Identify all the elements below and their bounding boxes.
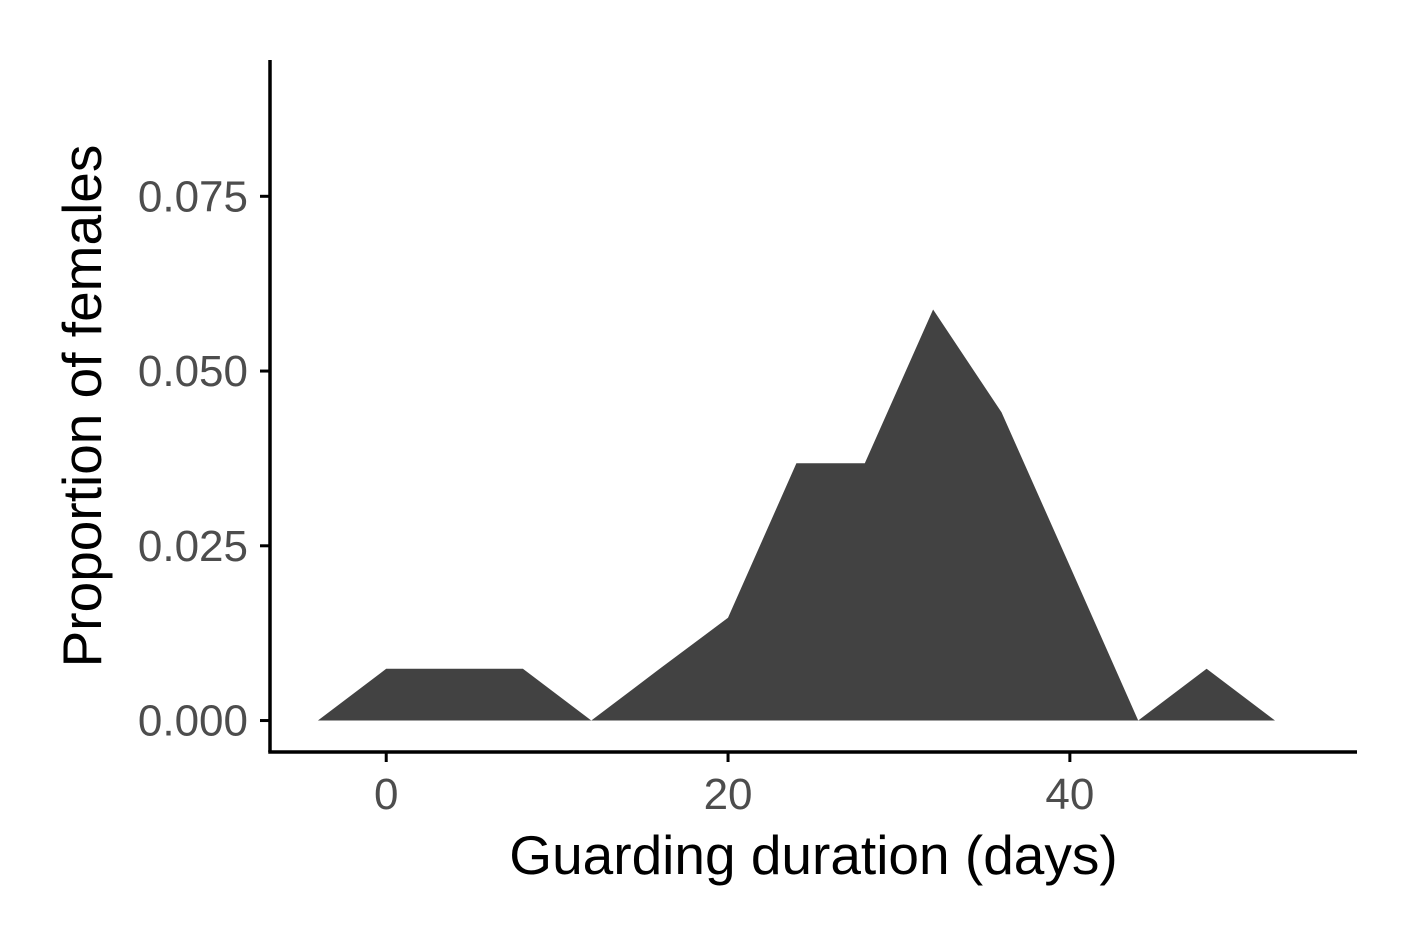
y-tick-label: 0.075 [138, 172, 248, 221]
frequency-area [317, 309, 1275, 721]
x-tick-label: 20 [704, 770, 753, 819]
x-ticks: 0 20 40 [374, 752, 1094, 819]
x-tick-label: 40 [1045, 770, 1094, 819]
y-tick-label: 0.000 [138, 697, 248, 746]
y-tick-label: 0.050 [138, 347, 248, 396]
y-tick-label: 0.025 [138, 522, 248, 571]
x-tick-label: 0 [374, 770, 398, 819]
y-axis-title: Proportion of females [51, 145, 113, 668]
y-ticks: 0.000 0.025 0.050 0.075 [138, 172, 270, 746]
x-axis-title: Guarding duration (days) [509, 824, 1117, 886]
axes [268, 60, 1357, 754]
area-layer [317, 309, 1275, 721]
